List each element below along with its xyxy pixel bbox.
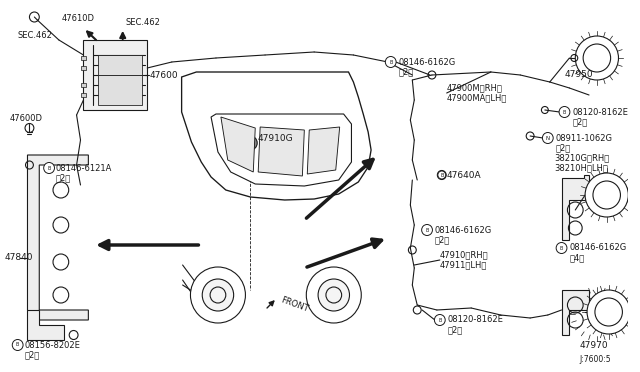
Bar xyxy=(81,93,86,97)
Text: （2）: （2） xyxy=(447,326,463,334)
Text: N: N xyxy=(546,135,550,141)
Circle shape xyxy=(585,173,628,217)
Text: 08911-1062G: 08911-1062G xyxy=(556,134,612,142)
Text: 47600D: 47600D xyxy=(10,113,43,122)
Text: 47900MA（LH）: 47900MA（LH） xyxy=(447,93,507,103)
Text: 08120-8162E: 08120-8162E xyxy=(572,108,628,116)
Text: 47970: 47970 xyxy=(579,340,608,350)
Circle shape xyxy=(587,290,630,334)
Text: B: B xyxy=(47,166,51,170)
Text: B: B xyxy=(426,228,429,232)
Text: 47910G: 47910G xyxy=(257,134,293,142)
Circle shape xyxy=(12,340,23,350)
Circle shape xyxy=(191,267,245,323)
Polygon shape xyxy=(28,155,88,320)
Text: 08156-8202E: 08156-8202E xyxy=(24,340,81,350)
Text: 08146-6121A: 08146-6121A xyxy=(56,164,113,173)
Polygon shape xyxy=(221,117,255,172)
Circle shape xyxy=(542,132,553,144)
Text: B: B xyxy=(438,317,442,323)
Text: （4）: （4） xyxy=(570,253,585,263)
Polygon shape xyxy=(307,127,340,174)
Circle shape xyxy=(575,36,618,80)
Text: （2）: （2） xyxy=(24,350,40,359)
Text: 08146-6162G: 08146-6162G xyxy=(399,58,456,67)
Text: J:7600:5: J:7600:5 xyxy=(579,356,611,365)
Text: 47610D: 47610D xyxy=(62,13,95,22)
Circle shape xyxy=(318,279,349,311)
Text: （2）: （2） xyxy=(435,235,450,244)
Polygon shape xyxy=(258,127,305,176)
Circle shape xyxy=(583,44,611,72)
Bar xyxy=(81,66,86,70)
Text: SEC.462: SEC.462 xyxy=(18,31,52,39)
Bar xyxy=(81,56,86,60)
Text: 47840: 47840 xyxy=(5,253,33,263)
Text: 47900M（RH）: 47900M（RH） xyxy=(447,83,502,93)
Circle shape xyxy=(595,298,623,326)
Text: B: B xyxy=(440,173,444,177)
Text: 47640A: 47640A xyxy=(447,170,481,180)
Circle shape xyxy=(422,224,433,235)
Text: B: B xyxy=(389,60,392,64)
Text: 47911（LH）: 47911（LH） xyxy=(440,260,487,269)
Text: 08146-6162G: 08146-6162G xyxy=(435,225,492,234)
Bar xyxy=(83,40,147,110)
Circle shape xyxy=(435,314,445,326)
Text: （2）: （2） xyxy=(572,118,588,126)
Text: （2）: （2） xyxy=(556,144,571,153)
Bar xyxy=(98,55,142,75)
Text: （2）: （2） xyxy=(399,67,414,77)
Circle shape xyxy=(385,57,396,67)
Circle shape xyxy=(202,279,234,311)
Circle shape xyxy=(559,106,570,118)
Circle shape xyxy=(593,181,620,209)
Polygon shape xyxy=(211,114,351,186)
Circle shape xyxy=(243,136,257,150)
Text: B: B xyxy=(16,343,19,347)
Text: （2）: （2） xyxy=(56,173,71,183)
Polygon shape xyxy=(561,175,589,240)
Text: B: B xyxy=(563,109,566,115)
Bar xyxy=(98,75,142,105)
Text: 38210H（LH）: 38210H（LH） xyxy=(555,164,609,173)
Text: B: B xyxy=(560,246,563,250)
Circle shape xyxy=(556,243,567,253)
Circle shape xyxy=(438,171,445,179)
Bar xyxy=(81,83,86,87)
Polygon shape xyxy=(182,72,371,200)
Text: 08146-6162G: 08146-6162G xyxy=(570,244,627,253)
Text: 47910（RH）: 47910（RH） xyxy=(440,250,488,260)
Polygon shape xyxy=(561,290,589,335)
Text: 47600: 47600 xyxy=(149,71,178,80)
Text: FRONT: FRONT xyxy=(280,296,310,314)
Polygon shape xyxy=(28,310,64,340)
Text: 47950: 47950 xyxy=(564,70,593,78)
Text: SEC.462: SEC.462 xyxy=(125,17,161,26)
Text: 08120-8162E: 08120-8162E xyxy=(447,315,504,324)
Text: 38210G（RH）: 38210G（RH） xyxy=(555,154,610,163)
Circle shape xyxy=(307,267,361,323)
Circle shape xyxy=(44,163,54,173)
